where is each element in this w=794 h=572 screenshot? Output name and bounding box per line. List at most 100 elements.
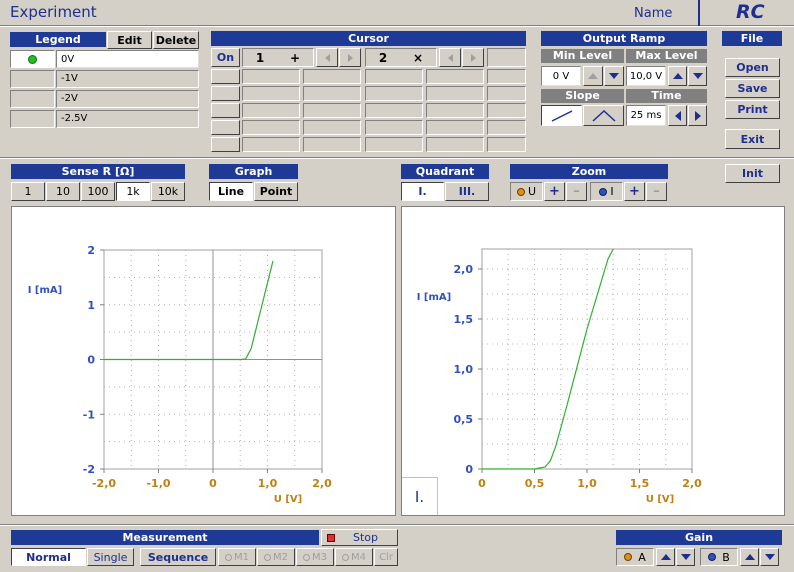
top-divider (0, 157, 794, 158)
gain-b-up-button[interactable] (740, 548, 759, 566)
gain-a-up-button[interactable] (656, 548, 675, 566)
legend-row-3[interactable]: -2.5V (56, 110, 199, 128)
time-value[interactable]: 25 ms (626, 105, 666, 126)
zoom-u-minus-button[interactable]: – (566, 182, 587, 201)
graph-line-button[interactable]: Line (209, 182, 253, 201)
sequence-button[interactable]: Sequence (140, 548, 216, 566)
zoom-u-plus-button[interactable]: + (544, 182, 565, 201)
time-right-button[interactable] (688, 105, 707, 126)
cursor-value-cell (242, 86, 300, 101)
a-dot-icon (624, 553, 633, 561)
m3-label: M3 (312, 551, 327, 563)
sense-1-button[interactable]: 1 (11, 182, 45, 201)
zoom-i-minus-button[interactable]: – (646, 182, 667, 201)
stop-led-icon (327, 533, 335, 542)
min-level-down-button[interactable] (604, 66, 624, 86)
legend-swatch-2[interactable] (10, 90, 55, 108)
legend-swatch-3[interactable] (10, 110, 55, 128)
right-chart-svg[interactable]: 0 0,5 1,0 1,5 2,0 2,0 1,5 1,0 0,5 0 U [V] I [mA] (402, 207, 784, 515)
legend-delete-button[interactable]: Delete (153, 31, 199, 49)
cursor1-right-button[interactable] (339, 48, 361, 67)
zoom-u-text: U (527, 185, 537, 198)
max-level-down-button[interactable] (688, 66, 707, 86)
gain-header: Gain (616, 530, 782, 545)
x-tick-label: 2,0 (682, 477, 702, 490)
legend-swatch-0[interactable] (10, 50, 55, 68)
m2-button[interactable]: M2 (257, 548, 295, 566)
cursor-value-cell (487, 103, 526, 118)
quadrant-3-button[interactable]: III. (445, 182, 489, 201)
save-button[interactable]: Save (725, 79, 780, 98)
left-arrow-icon (447, 53, 453, 62)
cursor-value-cell (303, 120, 361, 135)
ramp-slope-icon (551, 109, 572, 122)
cursor1-left-button[interactable] (316, 48, 338, 67)
y-tick-label: 2 (87, 244, 95, 257)
i-dot-icon (599, 187, 608, 196)
sense-10-button[interactable]: 10 (46, 182, 80, 201)
y-tick-label: 0,5 (454, 413, 474, 426)
stop-button[interactable]: Stop (321, 529, 398, 546)
top-divider-light (0, 158, 794, 159)
cursor-on-button[interactable]: On (211, 48, 240, 67)
left-arrow-icon (674, 110, 681, 121)
legend-row-2[interactable]: -2V (56, 90, 199, 108)
min-level-up-button[interactable] (583, 66, 603, 86)
max-level-value[interactable]: 10,0 V (626, 66, 666, 86)
right-arrow-icon (470, 53, 476, 62)
cursor-row-select-button[interactable] (211, 103, 240, 118)
sense-header: Sense R [Ω] (11, 164, 185, 179)
mode-single-button[interactable]: Single (87, 548, 134, 566)
cursor-value-cell (487, 120, 526, 135)
quadrant-badge: I. (402, 477, 438, 515)
quadrant-header: Quadrant (401, 164, 489, 179)
gain-b-down-button[interactable] (760, 548, 779, 566)
gain-a-down-button[interactable] (676, 548, 695, 566)
sense-100-button[interactable]: 100 (81, 182, 115, 201)
cursor2-right-button[interactable] (462, 48, 484, 67)
cursor-row-select-button[interactable] (211, 137, 240, 152)
print-button[interactable]: Print (725, 100, 780, 119)
sense-1k-button[interactable]: 1k (116, 182, 150, 201)
legend-row-1[interactable]: -1V (56, 70, 199, 88)
exit-button[interactable]: Exit (725, 129, 780, 149)
mode-normal-button[interactable]: Normal (11, 548, 86, 566)
crosshair-x-icon: × (413, 50, 424, 65)
gain-b-text: B (722, 550, 730, 564)
open-button[interactable]: Open (725, 58, 780, 77)
x-tick-label: 2,0 (312, 477, 332, 490)
crosshair-plus-icon: + (290, 50, 301, 65)
slope-label: Slope (541, 89, 624, 103)
cursor-row-select-button[interactable] (211, 69, 240, 84)
cursor-extra-field (487, 48, 526, 67)
time-left-button[interactable] (668, 105, 687, 126)
cursor-row-select-button[interactable] (211, 120, 240, 135)
x-tick-label: -1,0 (146, 477, 170, 490)
legend-swatch-1[interactable] (10, 70, 55, 88)
clear-button[interactable]: Clr (374, 548, 398, 566)
m1-button[interactable]: M1 (218, 548, 256, 566)
legend-row-0[interactable]: 0V (56, 50, 199, 68)
quadrant-1-button[interactable]: I. (401, 182, 444, 201)
graph-point-button[interactable]: Point (254, 182, 298, 201)
cursor1-label: 1 (255, 50, 265, 65)
zoom-i-plus-button[interactable]: + (624, 182, 645, 201)
m4-button[interactable]: M4 (335, 548, 373, 566)
cursor-row-select-button[interactable] (211, 86, 240, 101)
m3-button[interactable]: M3 (296, 548, 334, 566)
y-tick-label: 0 (87, 354, 95, 367)
left-chart-svg[interactable]: -2,0 -1,0 0 1,0 2,0 2 1 0 -1 -2 U [V] I [mA] (12, 207, 395, 515)
slope-triangle-button[interactable] (583, 105, 624, 126)
cursor-value-cell (487, 86, 526, 101)
cursor2-left-button[interactable] (439, 48, 461, 67)
legend-edit-button[interactable]: Edit (107, 31, 152, 49)
min-level-value[interactable]: 0 V (541, 66, 581, 86)
init-button[interactable]: Init (725, 164, 780, 183)
left-arrow-icon (324, 53, 330, 62)
x-tick-label: 1,0 (577, 477, 597, 490)
sense-10k-button[interactable]: 10k (151, 182, 185, 201)
measurement-header: Measurement (11, 530, 319, 545)
max-level-up-button[interactable] (668, 66, 687, 86)
slope-ramp-button[interactable] (541, 105, 582, 126)
x-tick-label: 0,5 (525, 477, 545, 490)
